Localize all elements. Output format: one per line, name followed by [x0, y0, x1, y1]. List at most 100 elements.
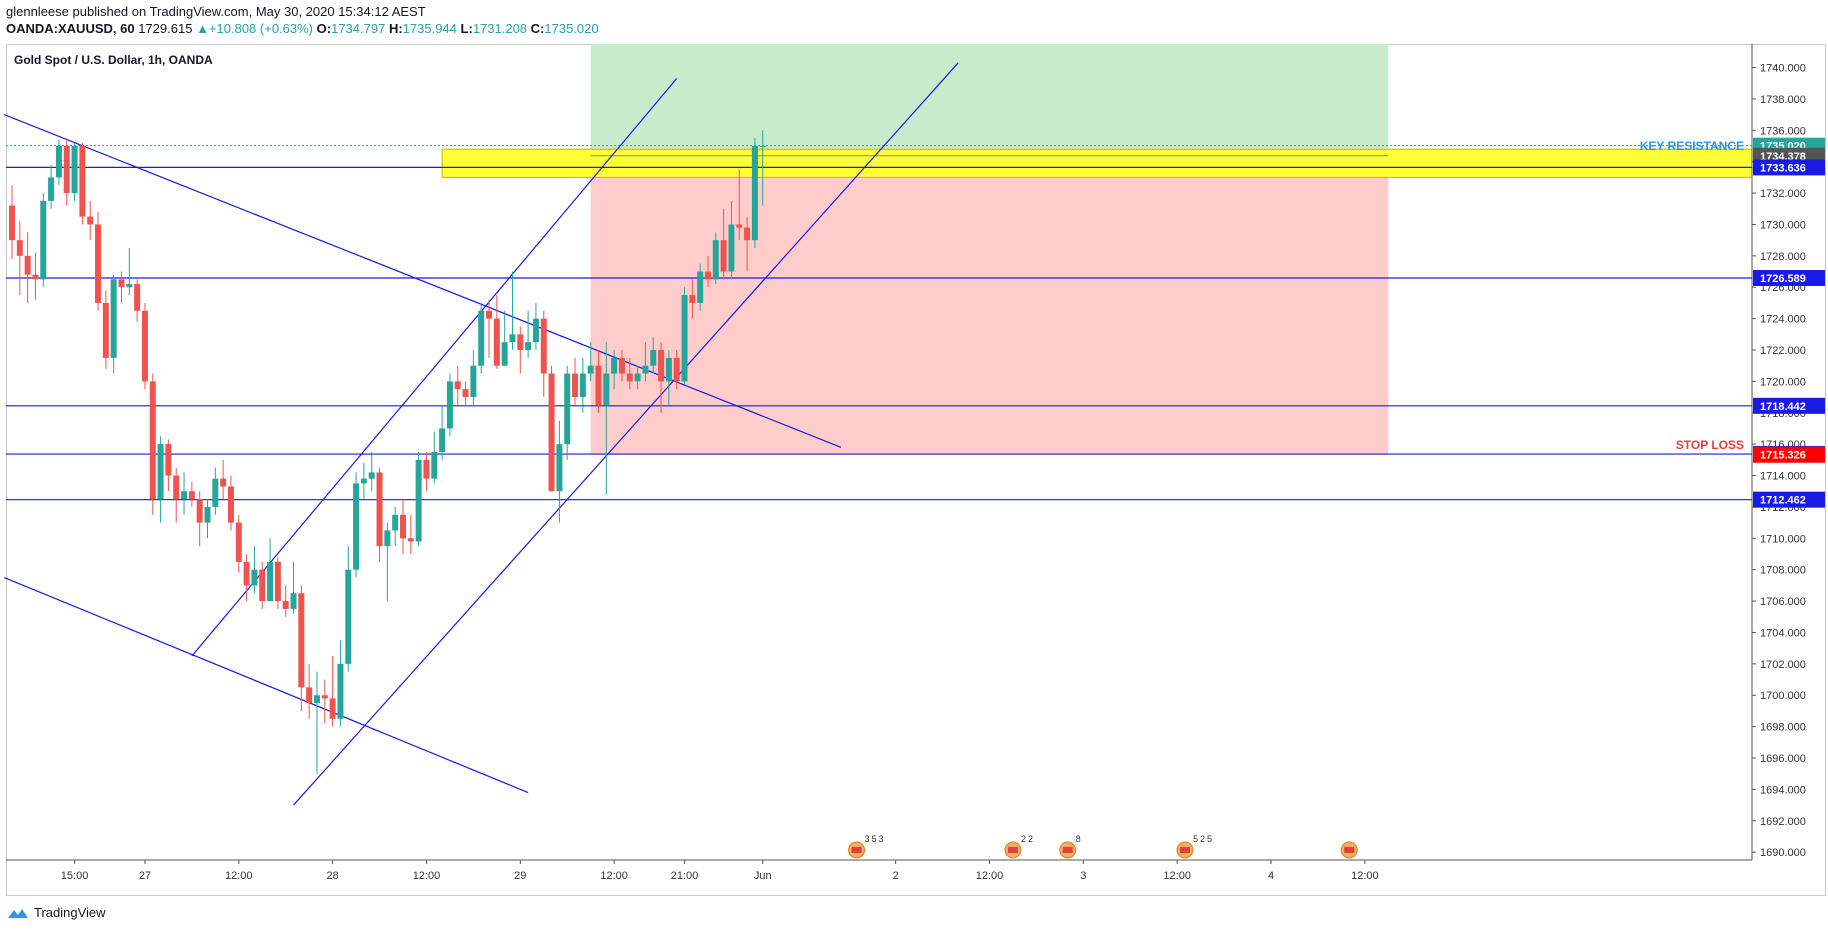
candle-body [337, 663, 344, 719]
candle-body [681, 295, 688, 382]
candle-body [728, 224, 735, 272]
candle-body [55, 146, 62, 178]
event-count: 3 [879, 834, 884, 844]
candle-body [556, 444, 563, 492]
event-count: 2 [1200, 834, 1205, 844]
candle-body [298, 593, 305, 688]
trend-line [191, 78, 678, 657]
high-value: 1735.944 [402, 21, 457, 36]
last-price: 1729.615 [138, 21, 193, 36]
us-flag-stripe-icon [1007, 847, 1018, 853]
x-tick-label: 4 [1268, 870, 1274, 882]
price-label: 1712.462 [1760, 495, 1806, 507]
tradingview-footer[interactable]: TradingView [6, 905, 106, 920]
candle-body [446, 381, 453, 429]
y-tick-label: 1724.000 [1760, 314, 1806, 326]
price-label: 1715.326 [1760, 450, 1806, 462]
candle-body [71, 146, 78, 194]
chart-title: Gold Spot / U.S. Dollar, 1h, OANDA [14, 53, 213, 67]
y-tick-label: 1730.000 [1760, 219, 1806, 231]
candle-body [63, 146, 70, 194]
candle-body [118, 279, 125, 288]
x-tick-label: 12:00 [600, 870, 628, 882]
tradingview-logo-icon [8, 908, 28, 918]
candle-body [736, 224, 743, 228]
candle-body [321, 695, 328, 699]
x-tick-label: 29 [514, 870, 526, 882]
candle-body [618, 357, 625, 374]
open-value: 1734.797 [331, 21, 386, 36]
candle-body [564, 373, 571, 445]
price-label: 1733.636 [1760, 162, 1806, 174]
candle-body [235, 522, 242, 562]
candle-body [48, 177, 55, 201]
candle-body [454, 381, 461, 390]
y-tick-label: 1698.000 [1760, 722, 1806, 734]
x-tick-label: 15:00 [61, 870, 89, 882]
candle-body [165, 444, 172, 476]
x-tick-label: 12:00 [1351, 870, 1379, 882]
price-label: 1718.442 [1760, 401, 1806, 413]
price-change: ▲+10.808 (+0.63%) [196, 21, 314, 36]
candle-body [689, 295, 696, 303]
y-tick-label: 1710.000 [1760, 533, 1806, 545]
price-label-box [1753, 491, 1825, 508]
event-count: 8 [1076, 834, 1081, 844]
candle-body [345, 569, 352, 664]
candle-body [540, 318, 547, 374]
price-label: 1726.589 [1760, 273, 1806, 285]
y-tick-label: 1694.000 [1760, 784, 1806, 796]
publisher-line: glennleese published on TradingView.com,… [6, 4, 426, 19]
stop-loss-label: STOP LOSS [1676, 438, 1744, 452]
candle-body [400, 514, 406, 539]
candle-body [126, 284, 133, 288]
candle-body [697, 271, 704, 303]
candle-body [251, 569, 258, 586]
candle-body [525, 342, 532, 350]
candle-body [509, 334, 516, 343]
x-tick-label: 28 [326, 870, 338, 882]
loss-zone [590, 155, 1389, 455]
tradingview-brand: TradingView [34, 905, 106, 920]
event-count: 5 [872, 834, 877, 844]
candle-body [611, 357, 618, 374]
candle-body [470, 365, 477, 398]
y-tick-label: 1714.000 [1760, 471, 1806, 483]
open-label: O: [316, 21, 332, 36]
candle-body [384, 530, 391, 547]
y-tick-label: 1702.000 [1760, 659, 1806, 671]
candle-body [102, 302, 109, 358]
candle-body [220, 478, 227, 487]
us-flag-stripe-icon [851, 847, 862, 853]
key-resistance-label: KEY RESISTANCE [1640, 139, 1744, 153]
candle-body [40, 200, 47, 280]
y-tick-label: 1690.000 [1760, 847, 1806, 859]
candle-body [376, 472, 383, 547]
x-tick-label: 12:00 [225, 870, 253, 882]
candle-body [243, 561, 250, 586]
candle-body [493, 318, 500, 366]
close-value: 1735.020 [544, 21, 599, 36]
candle-body [517, 334, 524, 350]
candle-body [188, 491, 195, 500]
candle-body [501, 342, 508, 366]
candle-body [282, 601, 289, 609]
event-count: 3 [865, 834, 870, 844]
x-tick-label: 27 [139, 870, 151, 882]
candle-body [360, 478, 367, 484]
candle-body [673, 357, 680, 382]
us-flag-stripe-icon [1062, 847, 1073, 853]
candle-body [173, 475, 180, 500]
price-chart[interactable]: 1740.0001738.0001736.0001734.0001732.000… [0, 0, 1828, 905]
candle-body [313, 695, 320, 704]
event-count: 5 [1207, 834, 1212, 844]
price-label-box [1753, 269, 1825, 286]
us-flag-stripe-icon [1180, 847, 1190, 853]
high-label: H: [388, 21, 403, 36]
price-label-box [1753, 159, 1825, 176]
trend-line [293, 62, 959, 806]
candle-body [149, 381, 156, 500]
candle-body [110, 279, 117, 358]
candle-body [24, 255, 31, 275]
candle-body [720, 240, 727, 272]
